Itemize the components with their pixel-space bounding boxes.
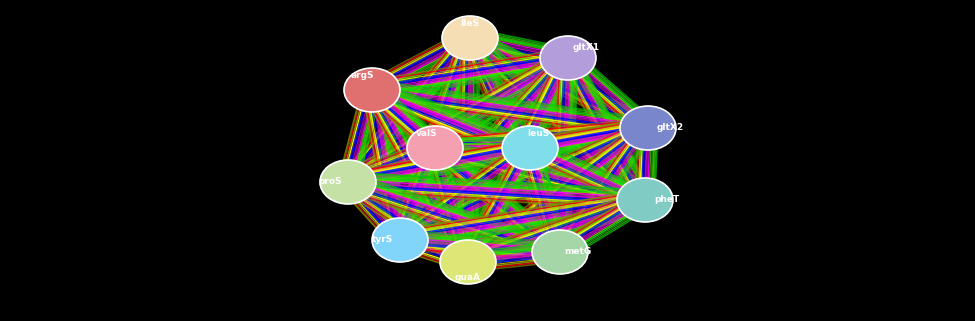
Ellipse shape [440,240,496,284]
Text: gltX2: gltX2 [656,124,683,133]
Text: argS: argS [350,72,373,81]
Ellipse shape [540,36,596,80]
Text: tyrS: tyrS [371,236,393,245]
Ellipse shape [620,106,676,150]
Ellipse shape [407,126,463,170]
Text: guaA: guaA [455,273,481,282]
Text: metG: metG [565,247,592,256]
Ellipse shape [617,178,673,222]
Ellipse shape [344,68,400,112]
Ellipse shape [320,160,376,204]
Ellipse shape [532,230,588,274]
Ellipse shape [442,16,498,60]
Ellipse shape [372,218,428,262]
Ellipse shape [502,126,558,170]
Text: IleS: IleS [460,20,480,29]
Text: proS: proS [318,178,342,187]
Text: pheT: pheT [654,195,680,204]
Text: gltX1: gltX1 [572,44,600,53]
Text: leuS: leuS [526,129,549,138]
Text: valS: valS [416,129,438,138]
